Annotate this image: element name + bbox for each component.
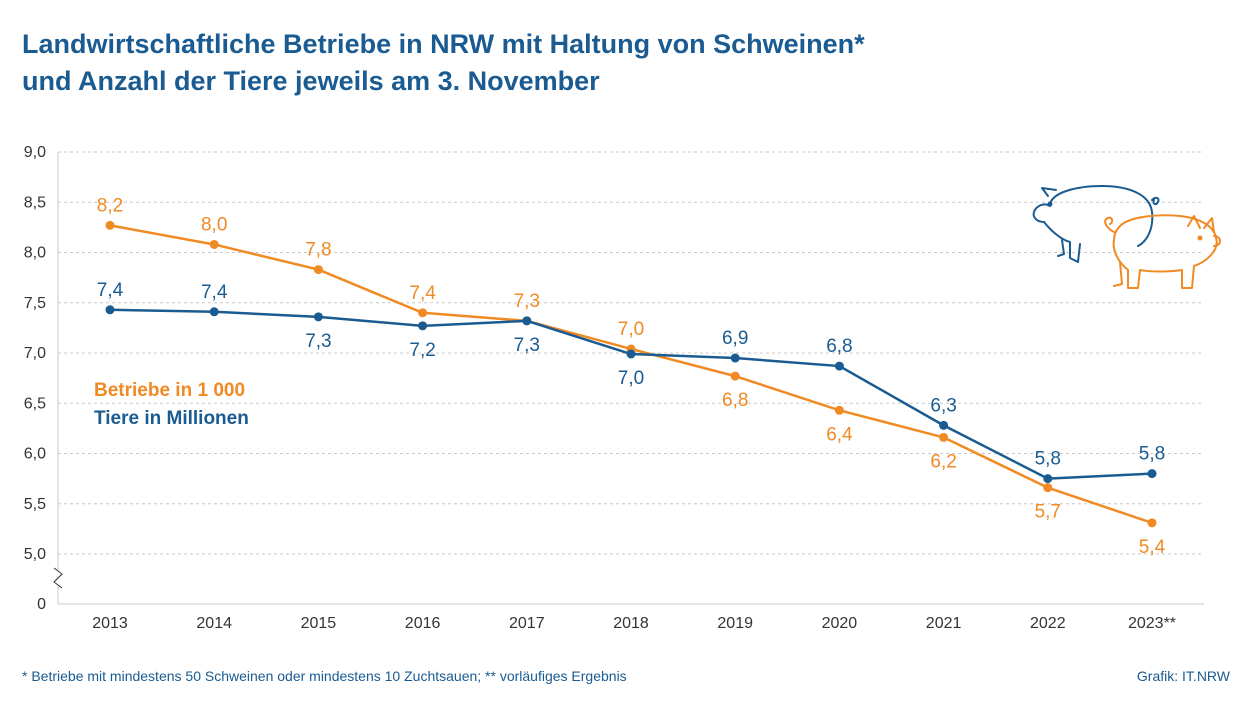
data-label: 6,3 bbox=[930, 395, 956, 416]
y-tick-label: 8,5 bbox=[24, 194, 46, 211]
y-tick-label: 8,0 bbox=[24, 245, 46, 262]
y-tick-label: 5,5 bbox=[24, 496, 46, 513]
data-point bbox=[1147, 469, 1157, 479]
y-tick-label: 6,0 bbox=[24, 446, 46, 463]
data-label: 5,7 bbox=[1035, 502, 1061, 523]
axis-break-icon bbox=[53, 567, 63, 589]
data-point bbox=[1043, 474, 1053, 484]
x-tick-label: 2017 bbox=[509, 615, 545, 632]
pig-icon-blue bbox=[1032, 185, 1160, 263]
legend-entry: Tiere in Millionen bbox=[94, 408, 249, 429]
data-labels: 8,2 8,0 7,8 7,4 7,3 7,0 6,8 6,4 6,2 5,7 5,4 7,4 7,4 7… bbox=[97, 195, 1166, 557]
x-tick-label: 2016 bbox=[405, 615, 441, 632]
data-point bbox=[730, 371, 740, 381]
data-label: 7,3 bbox=[514, 335, 540, 356]
series-layer bbox=[105, 220, 1157, 528]
data-label: 6,9 bbox=[722, 328, 748, 349]
data-point bbox=[834, 361, 844, 371]
chart-title: Landwirtschaftliche Betriebe in NRW mit … bbox=[22, 26, 865, 100]
data-point bbox=[939, 420, 949, 430]
data-point bbox=[730, 353, 740, 363]
x-tick-label: 2019 bbox=[717, 615, 753, 632]
data-point bbox=[522, 316, 532, 326]
data-point bbox=[105, 220, 115, 230]
data-label: 5,4 bbox=[1139, 537, 1166, 558]
chart-title-line-2: und Anzahl der Tiere jeweils am 3. Novem… bbox=[22, 66, 600, 96]
data-point bbox=[313, 265, 323, 275]
footnote: * Betriebe mit mindestens 50 Schweinen o… bbox=[22, 668, 627, 684]
data-label: 6,4 bbox=[826, 424, 853, 445]
source-credit: Grafik: IT.NRW bbox=[1136, 668, 1230, 684]
data-label: 6,8 bbox=[722, 390, 748, 411]
data-label: 6,8 bbox=[826, 336, 852, 357]
legend: Betriebe in 1 000 Tiere in Millionen bbox=[94, 380, 249, 429]
x-tick-label: 2018 bbox=[613, 615, 649, 632]
data-point bbox=[939, 432, 949, 442]
data-label: 7,0 bbox=[618, 319, 644, 340]
data-label: 8,0 bbox=[201, 214, 227, 235]
pig-icon-orange bbox=[1104, 214, 1221, 289]
y-tick-label: 7,5 bbox=[24, 295, 46, 312]
chart-title-line-1: Landwirtschaftliche Betriebe in NRW mit … bbox=[22, 29, 865, 59]
data-point bbox=[105, 305, 115, 315]
data-label: 5,8 bbox=[1139, 444, 1165, 465]
data-label: 7,4 bbox=[97, 280, 124, 301]
x-tick-label: 2015 bbox=[301, 615, 337, 632]
data-label: 5,8 bbox=[1035, 449, 1061, 470]
data-point bbox=[418, 308, 428, 318]
data-point bbox=[1147, 518, 1157, 528]
y-tick-label: 0 bbox=[37, 596, 46, 613]
data-point bbox=[1043, 483, 1053, 493]
data-label: 7,3 bbox=[305, 331, 331, 352]
y-tick-label: 5,0 bbox=[24, 546, 46, 563]
data-label: 7,4 bbox=[201, 282, 228, 303]
data-point bbox=[209, 307, 219, 317]
data-label: 7,8 bbox=[305, 240, 331, 261]
data-label: 7,4 bbox=[409, 283, 436, 304]
x-tick-label: 2023** bbox=[1128, 615, 1176, 632]
data-point bbox=[313, 312, 323, 322]
data-point bbox=[626, 349, 636, 359]
data-label: 7,2 bbox=[409, 340, 435, 361]
y-tick-label: 6,5 bbox=[24, 395, 46, 412]
data-label: 6,2 bbox=[930, 451, 956, 472]
x-tick-label: 2020 bbox=[822, 615, 858, 632]
x-tick-label: 2014 bbox=[196, 615, 232, 632]
data-point bbox=[418, 321, 428, 331]
axes: 9,0 8,5 8,0 7,5 7,0 6,5 6,0 5,5 5,0 0 2013 2014 2015… bbox=[24, 144, 1204, 632]
x-tick-label: 2021 bbox=[926, 615, 962, 632]
data-point bbox=[209, 239, 219, 249]
x-tick-label: 2022 bbox=[1030, 615, 1066, 632]
y-tick-label: 9,0 bbox=[24, 144, 46, 161]
legend-entry: Betriebe in 1 000 bbox=[94, 380, 245, 401]
x-tick-label: 2013 bbox=[92, 615, 128, 632]
data-label: 7,3 bbox=[514, 291, 540, 312]
data-label: 7,0 bbox=[618, 368, 644, 389]
data-point bbox=[834, 405, 844, 415]
data-label: 8,2 bbox=[97, 195, 123, 216]
y-tick-label: 7,0 bbox=[24, 345, 46, 362]
